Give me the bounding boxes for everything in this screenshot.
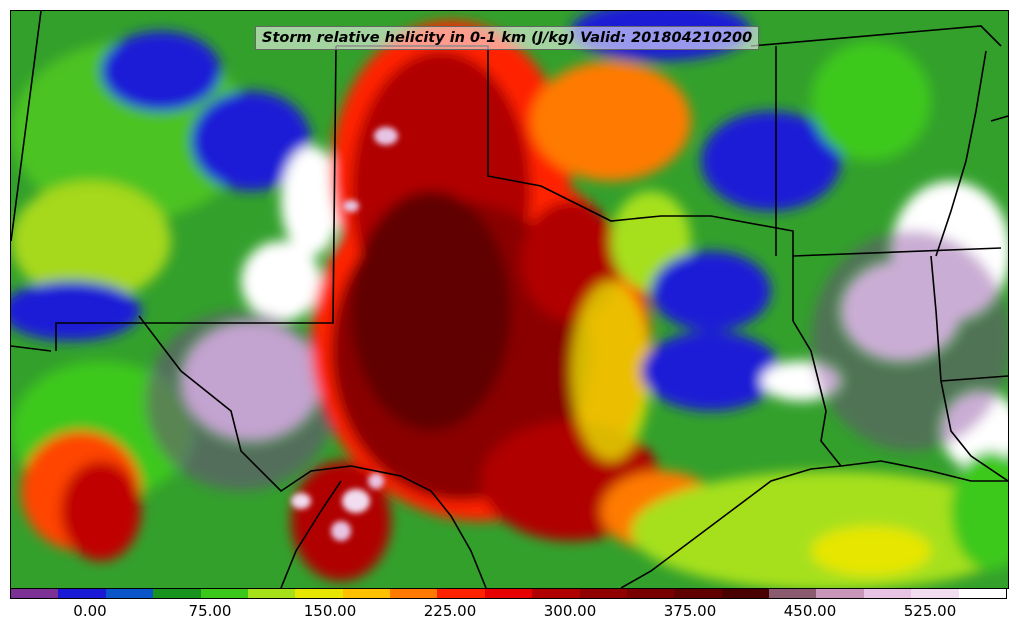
colorbar-tick-label: 300.00	[543, 602, 597, 620]
colorbar-segment	[484, 589, 533, 598]
colorbar-segment	[958, 589, 1006, 598]
colorbar-segment	[816, 589, 864, 598]
colorbar-segment	[247, 589, 296, 598]
helicity-map	[11, 11, 1008, 588]
map-title: Storm relative helicity in 0-1 km (J/kg)…	[255, 26, 760, 50]
colorbar-tick-label: 150.00	[303, 602, 357, 620]
colorbar-tick-label: 75.00	[188, 602, 232, 620]
colorbar-segment	[11, 589, 59, 598]
colorbar-segment	[153, 589, 201, 598]
colorbar-segment	[626, 589, 675, 598]
map-panel: Storm relative helicity in 0-1 km (J/kg)…	[10, 10, 1009, 589]
colorbar-tick-label: 450.00	[783, 602, 837, 620]
colorbar-segment	[437, 589, 485, 598]
colorbar-segment	[105, 589, 154, 598]
colorbar-segment	[295, 589, 343, 598]
colorbar-segment	[532, 589, 580, 598]
colorbar-segment	[721, 589, 769, 598]
colorbar-tick-label: 225.00	[423, 602, 477, 620]
colorbar-segment	[769, 589, 817, 598]
colorbar-segment	[58, 589, 106, 598]
colorbar-tick-label: 0.00	[73, 602, 107, 620]
colorbar-segment	[911, 589, 959, 598]
colorbar-tick-labels: 0.00 75.00 150.00 225.00 300.00 375.00 450.00 5…	[0, 602, 1018, 624]
colorbar-segment	[579, 589, 627, 598]
colorbar-segment	[863, 589, 912, 598]
colorbar-segment	[674, 589, 722, 598]
colorbar-segment	[390, 589, 438, 598]
colorbar-segment	[342, 589, 390, 598]
colorbar-tick-label: 525.00	[903, 602, 957, 620]
colorbar-tick-label: 375.00	[663, 602, 717, 620]
colorbar-segment	[200, 589, 248, 598]
colorbar	[10, 588, 1007, 599]
